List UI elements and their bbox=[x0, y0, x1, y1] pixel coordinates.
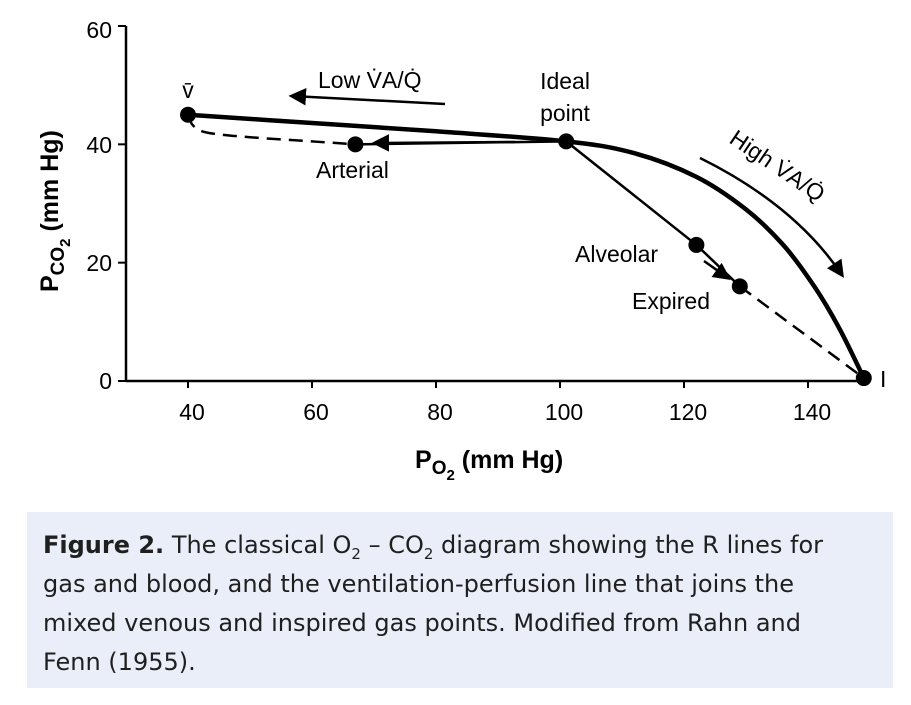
high-va-q-label: High V̇A/Q̇ bbox=[725, 124, 830, 207]
ventilation-perfusion-line bbox=[185, 112, 867, 381]
y-axis-title: PCO2 (mm Hg) bbox=[36, 130, 74, 292]
x-tick-label: 40 bbox=[179, 399, 205, 425]
gas-line-arrow bbox=[703, 259, 731, 281]
data-point-arterial bbox=[347, 136, 364, 153]
figure-caption: Figure 2. The classical O2 – CO2 diagram… bbox=[27, 512, 893, 688]
y-tick-label: 0 bbox=[99, 368, 112, 394]
arterial-label: Arterial bbox=[316, 157, 389, 183]
caption-line-2: gas and blood, and the ventilation-perfu… bbox=[43, 570, 794, 598]
y-axis-title-sub: CO bbox=[48, 247, 69, 276]
inspired-label: I bbox=[880, 366, 886, 392]
blood-line-arrow bbox=[371, 134, 516, 152]
alveolar-label: Alveolar bbox=[575, 241, 658, 267]
mixed-venous-label: v̄ bbox=[182, 77, 194, 103]
gas-r-line-dashed bbox=[739, 285, 865, 380]
x-tick-label: 100 bbox=[545, 399, 583, 425]
caption-text: The classical O bbox=[171, 531, 352, 559]
x-tick-label: 120 bbox=[669, 399, 707, 425]
x-axis-title-rest: (mm Hg) bbox=[455, 446, 563, 474]
caption-subscript: 2 bbox=[423, 544, 434, 563]
y-tick-label: 20 bbox=[86, 250, 112, 276]
y-tick-label: 60 bbox=[86, 17, 112, 43]
caption-line-4: Fenn (1955). bbox=[43, 648, 196, 676]
caption-label: Figure 2. bbox=[43, 531, 165, 559]
y-axis-title-rest: (mm Hg) bbox=[36, 130, 64, 238]
y-axis-title-sub2: 2 bbox=[57, 238, 74, 246]
x-axis-title-sub2: 2 bbox=[446, 467, 454, 484]
caption-text: – CO bbox=[360, 531, 424, 559]
y-tick-label: 40 bbox=[86, 132, 112, 158]
data-point-alveolar bbox=[688, 236, 705, 253]
x-axis-title-sub: O bbox=[432, 458, 447, 479]
caption-line-3: mixed venous and inspired gas points. Mo… bbox=[43, 609, 802, 637]
y-axis-title-main: P bbox=[36, 275, 64, 292]
chart: 40 60 80 100 120 140 0 20 40 60 PO2 (mm … bbox=[36, 17, 886, 484]
data-point-ideal-point bbox=[558, 133, 575, 150]
x-tick-label: 80 bbox=[427, 399, 453, 425]
data-point-expired bbox=[731, 278, 748, 295]
x-axis-title-main: P bbox=[415, 446, 432, 474]
axis-ticks bbox=[118, 25, 809, 388]
caption-subscript: 2 bbox=[351, 544, 361, 563]
ideal-point-label-line1: Ideal bbox=[540, 68, 590, 94]
caption-line-1: Figure 2. The classical O2 – CO2 diagram… bbox=[43, 526, 877, 565]
data-point-v bbox=[180, 106, 196, 123]
x-axis-title: PO2 (mm Hg) bbox=[415, 446, 563, 484]
data-point-i bbox=[855, 370, 872, 387]
blood-r-line-dashed bbox=[186, 114, 356, 146]
caption-text: diagram showing the R lines for bbox=[433, 531, 824, 559]
x-tick-label: 60 bbox=[303, 399, 329, 425]
low-va-q-label: Low V̇A/Q̇ bbox=[318, 67, 422, 93]
data-points bbox=[180, 106, 872, 387]
expired-label: Expired bbox=[632, 288, 710, 314]
ideal-point-label-line2: point bbox=[540, 100, 590, 126]
low-va-q-arrow bbox=[288, 87, 446, 106]
x-tick-label: 140 bbox=[793, 399, 831, 425]
high-va-q-arrow bbox=[699, 156, 844, 278]
